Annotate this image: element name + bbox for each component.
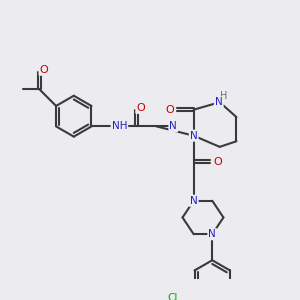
- Text: N: N: [190, 131, 198, 141]
- Text: N: N: [208, 229, 216, 239]
- Text: O: O: [165, 105, 174, 115]
- Text: O: O: [136, 103, 145, 113]
- Text: N: N: [190, 196, 198, 206]
- Text: N: N: [169, 122, 177, 131]
- Text: H: H: [220, 91, 227, 101]
- Text: Cl: Cl: [167, 293, 177, 300]
- Text: O: O: [214, 157, 222, 167]
- Text: O: O: [40, 65, 48, 75]
- Text: N: N: [215, 97, 223, 107]
- Text: NH: NH: [112, 122, 127, 131]
